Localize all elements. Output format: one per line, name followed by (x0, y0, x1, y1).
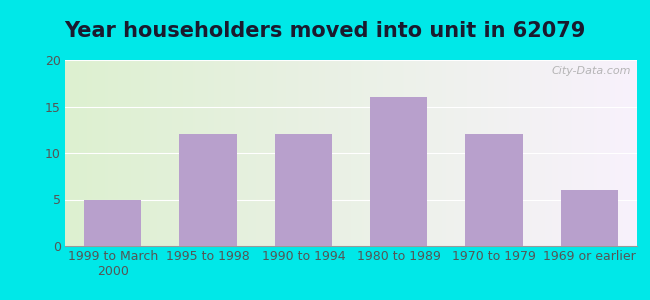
Bar (465, 134, 523, 246)
Bar (179, 134, 237, 246)
Bar (275, 134, 332, 246)
Bar (84, 200, 141, 246)
Bar (561, 190, 618, 246)
Text: Year householders moved into unit in 62079: Year householders moved into unit in 620… (64, 21, 586, 41)
Text: City-Data.com: City-Data.com (552, 66, 631, 76)
Bar (370, 97, 427, 246)
